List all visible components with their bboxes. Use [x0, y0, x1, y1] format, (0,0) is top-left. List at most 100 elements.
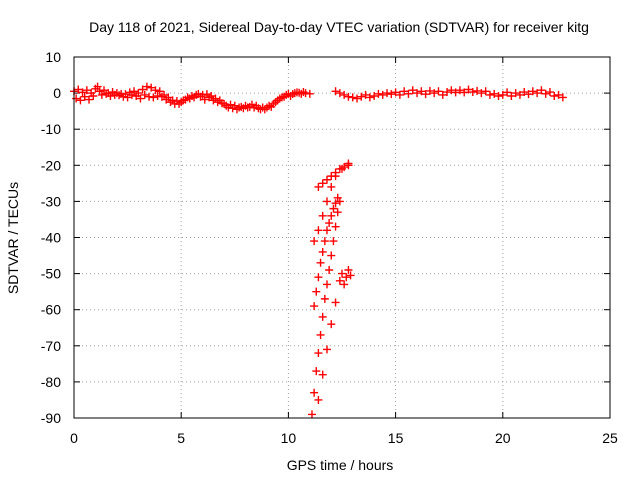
- data-point: [89, 91, 98, 100]
- data-point: [320, 294, 329, 303]
- data-point: [335, 276, 344, 285]
- data-point: [455, 86, 464, 95]
- data-point: [340, 280, 349, 289]
- data-point: [314, 349, 323, 358]
- data-point: [365, 93, 374, 102]
- data-point: [312, 367, 321, 376]
- data-point: [322, 345, 331, 354]
- data-point: [312, 287, 321, 296]
- data-point: [550, 91, 559, 100]
- data-point: [325, 265, 334, 274]
- data-point: [333, 208, 342, 217]
- data-point: [340, 90, 349, 99]
- data-point: [353, 94, 362, 103]
- data-point: [160, 90, 169, 99]
- data-point: [342, 273, 351, 282]
- y-tick-label: -50: [41, 266, 61, 282]
- data-point: [374, 89, 383, 98]
- data-point: [151, 86, 160, 95]
- data-point: [134, 89, 143, 98]
- data-point: [417, 87, 426, 96]
- data-point: [314, 226, 323, 235]
- data-point: [198, 90, 207, 99]
- data-point: [331, 87, 340, 96]
- data-point: [434, 87, 443, 96]
- data-point: [130, 87, 139, 96]
- data-point: [80, 92, 89, 101]
- y-axis-title: SDTVAR / TECUs: [5, 182, 21, 294]
- data-point: [460, 88, 469, 97]
- data-point: [528, 87, 537, 96]
- data-point: [301, 89, 310, 98]
- y-tick-label: -30: [41, 193, 61, 209]
- data-point: [327, 172, 336, 181]
- x-tick-label: 15: [388, 430, 404, 446]
- data-point: [316, 330, 325, 339]
- data-point: [503, 88, 512, 97]
- data-point: [153, 91, 162, 100]
- x-tick-label: 0: [70, 430, 78, 446]
- x-tick-label: 20: [495, 430, 511, 446]
- data-point: [331, 298, 340, 307]
- data-point: [511, 89, 520, 98]
- data-point: [307, 410, 316, 419]
- data-point: [327, 320, 336, 329]
- data-point: [537, 86, 546, 95]
- data-point: [430, 89, 439, 98]
- data-point: [421, 90, 430, 99]
- data-point: [155, 87, 164, 96]
- data-point: [207, 91, 216, 100]
- data-point: [346, 271, 355, 280]
- data-point: [320, 237, 329, 246]
- y-tick-label: -80: [41, 374, 61, 390]
- data-point: [327, 251, 336, 260]
- data-point: [554, 90, 563, 99]
- data-point: [533, 89, 542, 98]
- plot-frame: [73, 56, 611, 419]
- y-tick-label: -70: [41, 338, 61, 354]
- data-point: [395, 90, 404, 99]
- y-tick-label: -60: [41, 302, 61, 318]
- y-tick-label: -40: [41, 230, 61, 246]
- data-point: [314, 395, 323, 404]
- data-point: [378, 90, 387, 99]
- data-point: [400, 87, 409, 96]
- data-point: [558, 93, 567, 102]
- x-tick-label: 10: [281, 430, 297, 446]
- data-point: [370, 91, 379, 100]
- data-point: [327, 211, 336, 220]
- data-point: [425, 86, 434, 95]
- data-point: [515, 90, 524, 99]
- data-point: [82, 86, 91, 95]
- data-point: [335, 197, 344, 206]
- data-point: [490, 89, 499, 98]
- grid-lines: [74, 57, 610, 418]
- data-point: [340, 163, 349, 172]
- data-point: [464, 85, 473, 94]
- data-point: [97, 90, 106, 99]
- data-point: [348, 93, 357, 102]
- data-point: [147, 83, 156, 92]
- data-point: [310, 388, 319, 397]
- data-point: [545, 88, 554, 97]
- y-tick-label: 0: [53, 85, 61, 101]
- data-point: [494, 91, 503, 100]
- data-point: [314, 273, 323, 282]
- axis-ticks: 0 5 10 15 20 25 -90 -80 -70 -60 -50 -40 -30 -20 -10 0 10: [41, 49, 618, 446]
- x-tick-label: 25: [602, 430, 618, 446]
- data-point: [200, 95, 209, 104]
- data-point: [408, 86, 417, 95]
- data-point: [361, 90, 370, 99]
- data-point: [443, 88, 452, 97]
- data-point: [447, 86, 456, 95]
- data-point: [145, 92, 154, 101]
- data-point: [310, 237, 319, 246]
- data-point: [149, 93, 158, 102]
- data-point: [318, 370, 327, 379]
- data-points: [70, 82, 567, 419]
- x-axis-title: GPS time / hours: [287, 457, 394, 473]
- y-tick-label: -90: [41, 410, 61, 426]
- data-point: [316, 258, 325, 267]
- data-point: [318, 312, 327, 321]
- data-point: [74, 85, 83, 94]
